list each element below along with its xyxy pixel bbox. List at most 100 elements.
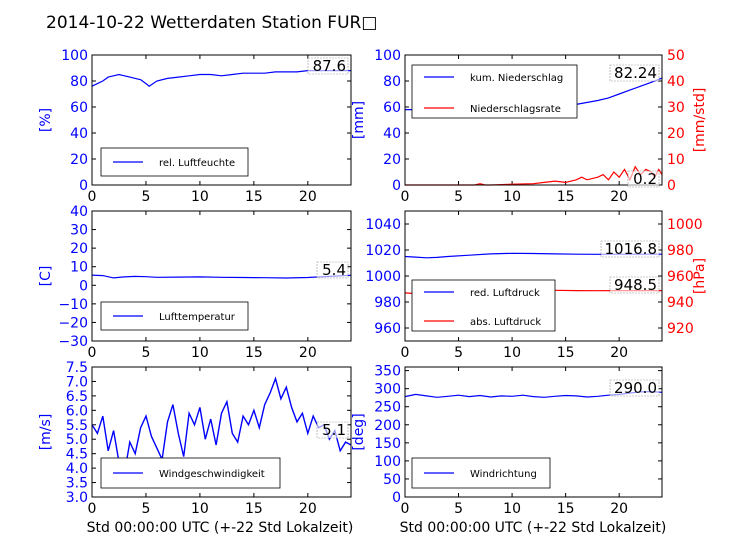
y-axis-label: [mm] bbox=[351, 101, 367, 139]
y2-tick-label: 10 bbox=[667, 152, 685, 168]
y-tick-label: 5.5 bbox=[66, 418, 88, 434]
plot-frame bbox=[91, 54, 352, 186]
y-tick-label: 100 bbox=[61, 48, 88, 64]
chart-panel-1: 0 5 10 15 20 0 20 40 60 80 100 [%] rel. Luftfeuchte 8… bbox=[38, 48, 352, 205]
legend: kum. Niederschlag Niederschlagsrate bbox=[411, 64, 578, 119]
legend-label: Lufttemperatur bbox=[159, 312, 236, 323]
legend: Windgeschwindigkeit bbox=[100, 457, 281, 489]
plot-frame bbox=[404, 366, 663, 498]
y-tick-label: 4.5 bbox=[66, 447, 88, 463]
value-label: 0.2 bbox=[633, 170, 657, 188]
y-tick-label: −20 bbox=[58, 315, 88, 331]
plot-frame bbox=[404, 210, 663, 342]
series-line-2 bbox=[405, 165, 663, 186]
y2-tick-label: 1000 bbox=[667, 217, 703, 233]
y-tick-label: 7.0 bbox=[66, 374, 88, 390]
legend-label: Windgeschwindigkeit bbox=[159, 469, 265, 480]
y-tick-label: 300 bbox=[374, 382, 401, 398]
x-tick-label: 10 bbox=[503, 189, 521, 205]
y2-tick-label: 0 bbox=[667, 178, 676, 194]
value-label-box bbox=[609, 64, 660, 82]
y2-axis-label: [hPa] bbox=[692, 258, 708, 294]
y-tick-label: 20 bbox=[70, 152, 88, 168]
y-tick-label: 150 bbox=[374, 436, 401, 452]
y-tick-label: 250 bbox=[374, 400, 401, 416]
x-tick-label: 15 bbox=[245, 345, 263, 361]
legend: Windrichtung bbox=[411, 457, 551, 489]
x-axis-label-left: Std 00:00:00 UTC (+-22 Std Lokalzeit) bbox=[87, 520, 354, 536]
y-tick-label: 80 bbox=[383, 74, 401, 90]
y-tick-label: 350 bbox=[374, 364, 401, 380]
y-tick-label: 40 bbox=[70, 126, 88, 142]
chart-panel-2: 0 5 10 15 20 0 20 40 60 80 100 0 10 20 30 40 50 [mm] [mm/s… bbox=[351, 48, 708, 205]
x-tick-label: 20 bbox=[610, 345, 628, 361]
x-tick-label: 0 bbox=[88, 501, 97, 517]
y2-tick-label: 50 bbox=[667, 48, 685, 64]
figure-title: 2014-10-22 Wetterdaten Station FUR□ bbox=[46, 13, 377, 33]
legend: red. Luftdruck abs. Luftdruck bbox=[411, 279, 556, 332]
x-tick-label: 15 bbox=[557, 501, 575, 517]
legend-label: abs. Luftdruck bbox=[470, 317, 541, 328]
y-tick-label: 3.0 bbox=[66, 490, 88, 506]
y-tick-label: 7.5 bbox=[66, 360, 88, 376]
x-tick-label: 0 bbox=[401, 345, 410, 361]
x-tick-label: 10 bbox=[503, 501, 521, 517]
x-tick-label: 5 bbox=[454, 345, 463, 361]
y2-tick-label: 40 bbox=[667, 74, 685, 90]
value-label-box bbox=[609, 379, 660, 397]
y-axis-label: [m/s] bbox=[38, 414, 54, 451]
series-line-1 bbox=[91, 69, 351, 87]
x-axis-label-right: Std 00:00:00 UTC (+-22 Std Lokalzeit) bbox=[400, 520, 667, 536]
x-tick-label: 0 bbox=[401, 501, 410, 517]
y2-tick-label: 20 bbox=[667, 126, 685, 142]
y2-tick-label: 30 bbox=[667, 100, 685, 116]
chart-panel-4: 0 5 10 15 20 960 980 1000 1020 1040 920 940 960 980 10… bbox=[365, 210, 708, 361]
y2-tick-label: 920 bbox=[667, 321, 694, 337]
value-label-box bbox=[600, 240, 660, 258]
y-tick-label: 80 bbox=[70, 74, 88, 90]
plot-frame bbox=[91, 210, 352, 342]
x-tick-label: 10 bbox=[191, 501, 209, 517]
legend-label: Niederschlagsrate bbox=[470, 104, 561, 115]
x-tick-label: 5 bbox=[141, 189, 150, 205]
x-tick-label: 10 bbox=[503, 345, 521, 361]
y2-tick-label: 980 bbox=[667, 243, 694, 259]
y-tick-label: 5.0 bbox=[66, 432, 88, 448]
y-tick-label: 50 bbox=[383, 472, 401, 488]
y-axis-label: [%] bbox=[38, 108, 54, 132]
legend-label: rel. Luftfeuchte bbox=[159, 158, 235, 169]
x-tick-label: 10 bbox=[191, 345, 209, 361]
y2-tick-label: 960 bbox=[667, 269, 694, 285]
y-tick-label: 0 bbox=[392, 490, 401, 506]
chart-panel-3: 0 5 10 15 20 −30 −20 −10 0 10 20 30 40 [C] Lufttempera… bbox=[38, 204, 352, 361]
legend-label: red. Luftdruck bbox=[470, 288, 540, 299]
x-tick-label: 15 bbox=[245, 189, 263, 205]
y-tick-label: 1000 bbox=[365, 269, 401, 285]
chart-panel-6: 0 5 10 15 20050100150200250300350[deg]Windri… bbox=[351, 364, 663, 517]
value-label: 5.4 bbox=[322, 261, 346, 279]
y-tick-label: 960 bbox=[374, 321, 401, 337]
value-label-box bbox=[609, 276, 660, 294]
plot-frame bbox=[404, 54, 663, 186]
x-tick-label: 15 bbox=[557, 189, 575, 205]
y-tick-label: 40 bbox=[70, 204, 88, 220]
y-tick-label: 20 bbox=[383, 152, 401, 168]
x-tick-label: 5 bbox=[141, 345, 150, 361]
y-tick-label: −10 bbox=[58, 297, 88, 313]
y-tick-label: 30 bbox=[70, 223, 88, 239]
value-label-box bbox=[316, 421, 349, 439]
value-label: 290.0 bbox=[614, 379, 657, 397]
y-tick-label: −30 bbox=[58, 334, 88, 350]
y-tick-label: 1020 bbox=[365, 243, 401, 259]
y-tick-label: 60 bbox=[383, 100, 401, 116]
value-label-box bbox=[627, 170, 660, 188]
x-tick-label: 20 bbox=[299, 501, 317, 517]
y-tick-label: 1040 bbox=[365, 217, 401, 233]
y-tick-label: 10 bbox=[70, 260, 88, 276]
legend-label: Windrichtung bbox=[470, 469, 537, 480]
x-tick-label: 10 bbox=[191, 189, 209, 205]
y-axis-label: [deg] bbox=[351, 413, 367, 450]
y2-tick-label: 940 bbox=[667, 295, 694, 311]
y-tick-label: 0 bbox=[79, 278, 88, 294]
y2-axis-label: [mm/std] bbox=[692, 88, 708, 153]
